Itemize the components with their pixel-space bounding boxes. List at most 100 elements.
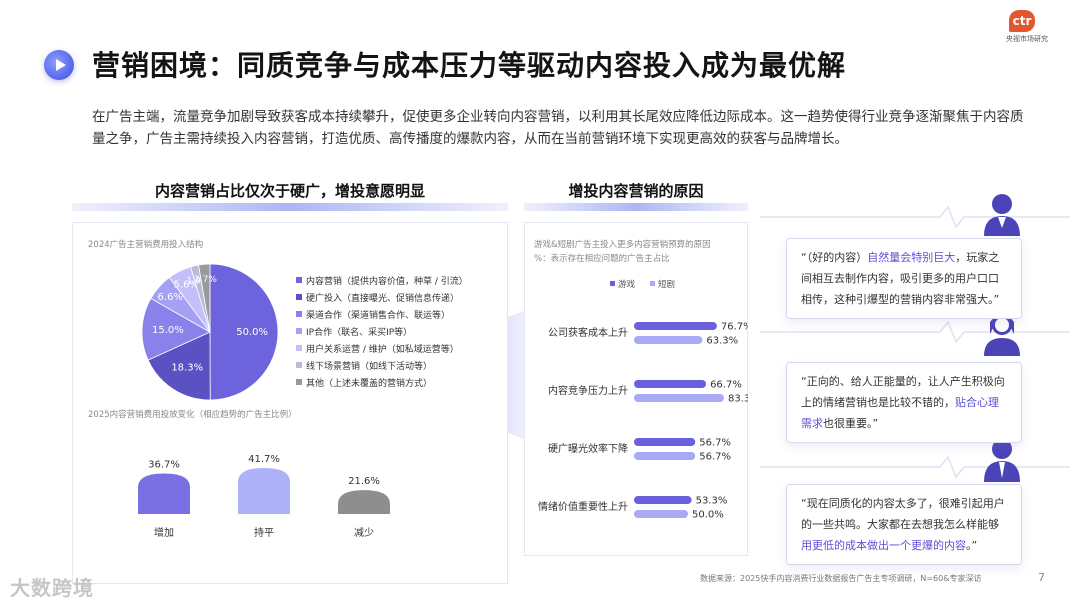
quote-text: 。” [966, 539, 978, 552]
legend-label: 游戏 [618, 279, 636, 290]
intro-paragraph: 在广告主端，流量竞争加剧导致获客成本持续攀升，促使更多企业转向内容营销，以利用其… [92, 109, 1024, 147]
logo-mark: ctr [1009, 10, 1035, 32]
quote-text: 也很重要。” [823, 417, 879, 430]
hbar-value-label: 56.7% [699, 438, 731, 449]
legend-label: 其他（上述未覆盖的营销方式） [306, 379, 433, 389]
quote-highlight: 自然量会特别巨大 [867, 251, 956, 264]
quote-text: “正向的、给人正能量的，让人产生积极向上的情绪营销也是比较不错的， [801, 375, 1005, 409]
bar-title: 2025内容营销费用投放变化（相应趋势的广告主比例） [88, 410, 297, 420]
hbar-category-label: 硬广曝光效率下降 [548, 442, 628, 455]
legend-item: 渠道合作（渠道销售合作、联运等） [296, 308, 450, 321]
legend-label: 渠道合作（渠道销售合作、联运等） [306, 311, 451, 321]
legend-item: 用户关系运营 / 维护（如私域运营等） [296, 342, 459, 355]
legend-label: 短剧 [658, 279, 675, 290]
quote-highlight: 用更低的成本做出一个更爆的内容 [801, 539, 966, 552]
bar-category-label: 增加 [154, 526, 174, 539]
legend-swatch [296, 294, 302, 300]
bar-value-label: 36.7% [148, 460, 180, 471]
pie-slice [209, 263, 279, 401]
person-avatar-icon [984, 439, 1020, 482]
hbar-bar [634, 380, 707, 388]
bar-value-label: 41.7% [248, 454, 280, 465]
bar-category-label: 减少 [354, 527, 374, 539]
hbar-bar [634, 452, 696, 460]
quote-text: “现在同质化的内容太多了，很难引起用户的一些共鸣。大家都在去想我怎么样能够 [801, 497, 1005, 531]
left-section-title: 内容营销占比仅次于硬广，增投意愿明显 [154, 182, 425, 200]
mid-section-title: 增投内容营销的原因 [568, 182, 704, 200]
legend-item: 内容营销（提供内容价值，种草 / 引流） [296, 274, 468, 287]
hbar-category-label: 公司获客成本上升 [548, 326, 628, 339]
data-source: 数据来源：2025快手内容消费行业数据报告广告主专项调研，N=60&专家深访 [700, 574, 982, 583]
quote-text: ，玩家之间相互去制作内容，吸引更多的用户口口相传，这种引爆型的营销内容非常强大。… [801, 251, 1000, 306]
pie-slice-label: 15.0% [152, 325, 184, 336]
hbar-value-label: 76.7% [721, 322, 748, 333]
pulse-line [760, 320, 1070, 344]
legend-swatch [296, 277, 302, 283]
quote-card: “正向的、给人正能量的，让人产生积极向上的情绪营销也是比较不错的，贴合心理需求也… [786, 362, 1022, 443]
pie-chart: 50.0% 18.3% 15.0% 6.6%5.6%1.9%2.7% [141, 263, 279, 401]
hbar-bar [634, 322, 717, 330]
pie-slice-label: 6.6% [158, 292, 183, 303]
hbar-bar [634, 336, 703, 344]
hbar-category-label: 内容竞争压力上升 [548, 384, 628, 397]
legend-label: IP合作（联名、采买IP等） [306, 328, 413, 338]
legend-swatch [650, 281, 655, 286]
hbar-bar [634, 496, 692, 504]
hbar-bar [634, 394, 724, 402]
legend-swatch [296, 328, 302, 334]
hbar-value-label: 83.3% [728, 394, 748, 405]
bar [138, 473, 190, 514]
pie-title: 2024广告主营销费用投入结构 [88, 240, 204, 250]
quote-card: “现在同质化的内容太多了，很难引起用户的一些共鸣。大家都在去想我怎么样能够用更低… [786, 484, 1022, 565]
ctr-logo: ctr 央视市场研究 [1002, 10, 1050, 44]
person-avatar-icon [984, 194, 1020, 236]
bar-value-label: 21.6% [348, 476, 380, 487]
page-title: 营销困境：同质竞争与成本压力等驱动内容投入成为最优解 [92, 49, 847, 82]
pie-slice-label: 50.0% [236, 327, 268, 338]
play-icon [44, 50, 74, 80]
legend-swatch [296, 311, 302, 317]
left-section-divider [72, 203, 508, 211]
change-bar-chart: 36.7% 增加 41.7% 持平 21.6% 减少 [138, 454, 390, 539]
legend-item: 其他（上述未覆盖的营销方式） [296, 376, 432, 389]
hbar-title: 游戏&短剧广告主投入更多内容营销预算的原因 [534, 240, 711, 250]
hbar-value-label: 66.7% [710, 380, 742, 391]
person-avatar-icon [984, 314, 1020, 356]
pulse-line [760, 205, 1070, 229]
pie-slice [141, 297, 211, 361]
hbar-value-label: 63.3% [706, 336, 738, 347]
left-chart-card [72, 222, 508, 584]
pulse-line [760, 455, 1070, 479]
legend-label: 线下场景营销（如线下活动等） [306, 362, 433, 372]
pie-slice-label: 2.7% [194, 275, 217, 285]
legend-item: 线下场景营销（如线下活动等） [296, 359, 432, 372]
hbar-value-label: 53.3% [696, 496, 728, 507]
pie-slice-label: 5.6% [174, 280, 199, 291]
legend-label: 用户关系运营 / 维护（如私域运营等） [306, 345, 459, 355]
bar [338, 490, 390, 514]
quote-text: “（好的内容） [801, 251, 868, 264]
hbar-subtitle: %：表示存在相应问题的广告主占比 [534, 254, 670, 264]
legend-label: 内容营销（提供内容价值，种草 / 引流） [306, 277, 468, 287]
legend-label: 硬广投入（直接曝光、促销信息传递） [306, 294, 460, 304]
legend-item: IP合作（联名、采买IP等） [296, 325, 412, 338]
hbar-bar [634, 438, 696, 446]
quote-card: “（好的内容）自然量会特别巨大，玩家之间相互去制作内容，吸引更多的用户口口相传，… [786, 238, 1022, 319]
pie-slice-label: 18.3% [171, 362, 203, 373]
hbar-category-label: 情绪价值重要性上升 [538, 500, 628, 513]
hbar-value-label: 50.0% [692, 510, 724, 521]
legend-swatch [610, 281, 615, 286]
legend-swatch [296, 345, 302, 351]
hbar-value-label: 56.7% [699, 452, 731, 463]
bar [238, 468, 290, 514]
logo-subtitle: 央视市场研究 [1006, 35, 1048, 43]
pie-slice [198, 263, 211, 333]
legend-item: 硬广投入（直接曝光、促销信息传递） [296, 291, 459, 304]
legend-swatch [296, 379, 302, 385]
quote-highlight: 贴合心理需求 [801, 396, 999, 430]
mid-section-divider [524, 203, 748, 211]
pie-slice [147, 331, 211, 401]
page-number: 7 [1038, 571, 1045, 584]
hbar-bar [634, 510, 689, 518]
